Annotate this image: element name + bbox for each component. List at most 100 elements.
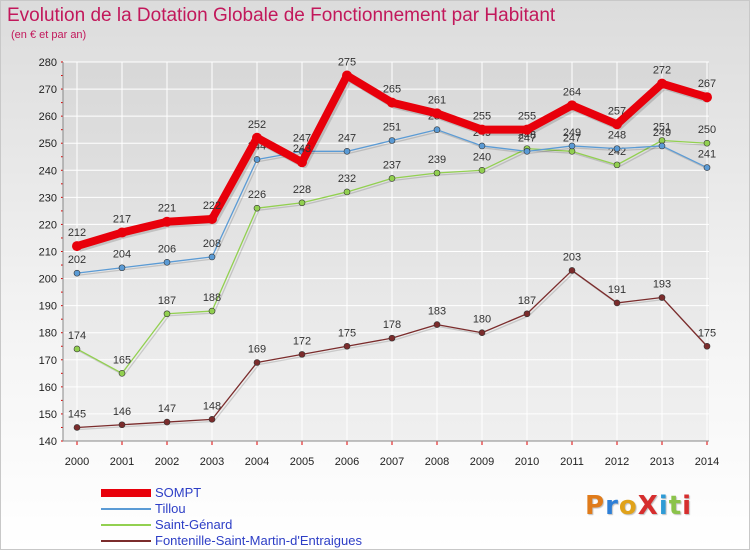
data-point-fontenille-saint-martin-d-entraigues	[343, 342, 351, 350]
data-label-fontenille-saint-martin-d-entraigues: 175	[338, 327, 356, 339]
data-label-tillou: 247	[293, 132, 311, 144]
data-point-saint-genard	[208, 307, 216, 315]
y-tick-label: 220	[39, 219, 57, 231]
y-tick-label: 170	[39, 355, 57, 367]
x-tick-label: 2003	[200, 456, 224, 468]
legend-label-saint-genard: Saint-Génard	[155, 517, 233, 532]
data-label-tillou: 241	[698, 149, 716, 161]
data-label-tillou: 247	[338, 132, 356, 144]
data-label-sompt: 243	[293, 143, 311, 155]
data-label-saint-genard: 240	[473, 151, 491, 163]
legend-label-tillou: Tillou	[155, 501, 186, 516]
data-point-tillou	[118, 264, 126, 272]
data-label-sompt: 265	[383, 84, 401, 96]
logo-letter: P	[585, 491, 606, 521]
data-point-fontenille-saint-martin-d-entraigues	[73, 424, 81, 431]
data-point-sompt	[612, 119, 622, 130]
legend-label-fontenille: Fontenille-Saint-Martin-d'Entraigues	[155, 533, 362, 548]
data-label-tillou: 208	[203, 238, 221, 250]
data-point-saint-genard	[568, 148, 576, 155]
data-label-fontenille-saint-martin-d-entraigues: 187	[518, 295, 536, 307]
data-label-fontenille-saint-martin-d-entraigues: 172	[293, 335, 311, 347]
data-label-fontenille-saint-martin-d-entraigues: 148	[203, 400, 221, 412]
data-label-sompt: 275	[338, 57, 356, 69]
data-label-saint-genard: 187	[158, 295, 176, 307]
data-label-saint-genard: 228	[293, 184, 311, 196]
data-label-fontenille-saint-martin-d-entraigues: 147	[158, 403, 176, 415]
data-label-sompt: 267	[698, 78, 716, 90]
data-point-fontenille-saint-martin-d-entraigues	[208, 416, 216, 423]
data-point-tillou	[208, 253, 216, 261]
data-label-saint-genard: 188	[203, 292, 221, 304]
data-label-saint-genard: 247	[563, 132, 581, 144]
data-label-fontenille-saint-martin-d-entraigues: 178	[383, 319, 401, 331]
data-point-tillou	[568, 142, 576, 150]
data-point-saint-genard	[478, 166, 486, 174]
data-label-fontenille-saint-martin-d-entraigues: 180	[473, 314, 491, 326]
data-point-fontenille-saint-martin-d-entraigues	[388, 334, 396, 342]
y-tick-label: 230	[39, 192, 57, 204]
data-point-saint-genard	[433, 169, 441, 177]
data-point-saint-genard	[703, 139, 711, 147]
y-tick-label: 150	[39, 409, 57, 421]
data-point-fontenille-saint-martin-d-entraigues	[118, 421, 126, 429]
data-point-fontenille-saint-martin-d-entraigues	[298, 351, 306, 358]
y-tick-label: 250	[39, 138, 57, 150]
data-label-fontenille-saint-martin-d-entraigues: 203	[563, 251, 581, 263]
data-label-fontenille-saint-martin-d-entraigues: 175	[698, 327, 716, 339]
x-tick-label: 2009	[470, 456, 494, 468]
data-label-tillou: 206	[158, 243, 176, 255]
data-label-saint-genard: 239	[428, 154, 446, 166]
data-point-fontenille-saint-martin-d-entraigues	[163, 418, 171, 426]
y-tick-label: 180	[39, 328, 57, 340]
data-point-saint-genard	[343, 188, 351, 196]
data-label-fontenille-saint-martin-d-entraigues: 191	[608, 284, 626, 296]
data-point-sompt	[657, 78, 667, 89]
logo-letter: X	[637, 491, 659, 521]
data-label-sompt: 257	[608, 105, 626, 117]
data-point-sompt	[207, 214, 217, 225]
data-point-saint-genard	[298, 199, 306, 207]
data-point-tillou	[658, 142, 666, 150]
x-tick-label: 2006	[335, 456, 359, 468]
data-point-tillou	[73, 269, 81, 277]
x-tick-label: 2012	[605, 456, 629, 468]
data-label-tillou: 248	[608, 130, 626, 142]
data-label-saint-genard: 251	[653, 122, 671, 134]
data-point-sompt	[252, 132, 262, 143]
data-label-fontenille-saint-martin-d-entraigues: 193	[653, 279, 671, 291]
data-label-fontenille-saint-martin-d-entraigues: 145	[68, 408, 86, 420]
legend-swatch-tillou	[101, 508, 151, 510]
data-point-saint-genard	[613, 161, 621, 169]
data-point-saint-genard	[388, 175, 396, 182]
data-label-fontenille-saint-martin-d-entraigues: 169	[248, 343, 266, 355]
data-point-fontenille-saint-martin-d-entraigues	[478, 329, 486, 337]
y-tick-label: 140	[39, 436, 57, 448]
data-label-fontenille-saint-martin-d-entraigues: 146	[113, 406, 131, 418]
legend-swatch-saint-genard	[101, 524, 151, 526]
x-tick-label: 2008	[425, 456, 449, 468]
data-label-sompt: 217	[113, 214, 131, 226]
data-point-sompt	[72, 241, 82, 252]
data-point-tillou	[163, 259, 171, 266]
y-tick-label: 280	[39, 57, 57, 69]
data-label-saint-genard: 232	[338, 173, 356, 185]
data-label-fontenille-saint-martin-d-entraigues: 183	[428, 306, 446, 318]
data-point-sompt	[702, 92, 712, 103]
data-label-sompt: 264	[563, 86, 581, 98]
data-point-fontenille-saint-martin-d-entraigues	[433, 321, 441, 328]
data-label-sompt: 255	[518, 111, 536, 123]
legend-label-sompt: SOMPT	[155, 485, 202, 500]
data-label-tillou: 247	[518, 132, 536, 144]
data-label-sompt: 212	[68, 227, 86, 239]
x-tick-label: 2005	[290, 456, 314, 468]
data-point-saint-genard	[118, 370, 126, 377]
chart-subtitle: (en € et par an)	[11, 29, 87, 41]
data-point-sompt	[162, 216, 172, 227]
logo-letter: t	[668, 491, 683, 521]
data-point-tillou	[613, 145, 621, 152]
data-point-fontenille-saint-martin-d-entraigues	[658, 294, 666, 301]
x-tick-label: 2004	[245, 456, 269, 468]
data-point-tillou	[388, 137, 396, 144]
